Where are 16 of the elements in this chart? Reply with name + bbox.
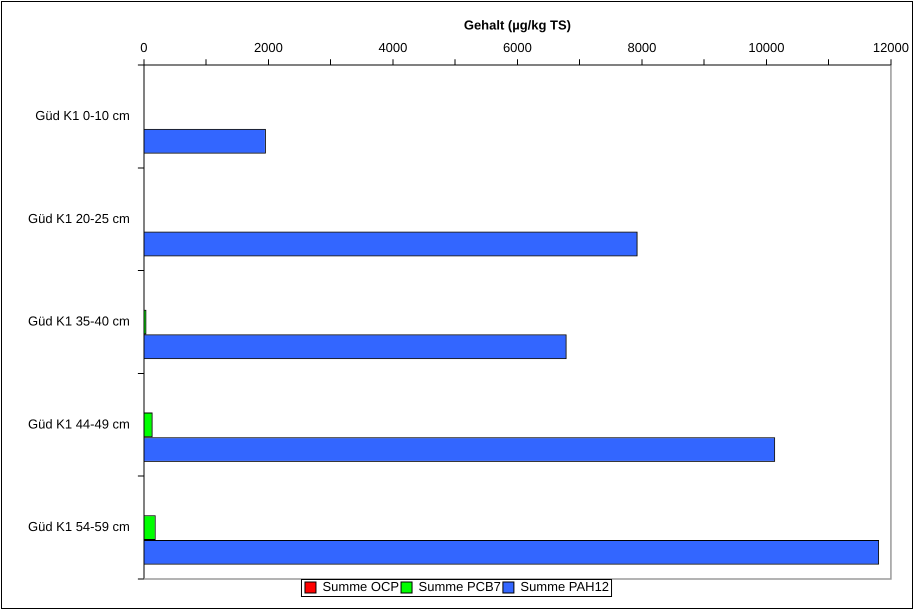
x-tick-label: 6000 xyxy=(502,40,532,55)
y-tick-label: Güd K1 20-25 cm xyxy=(28,210,130,226)
x-tick-label: 8000 xyxy=(627,40,656,55)
legend-label: Summe PCB7 xyxy=(418,579,501,594)
y-tick-label: Güd K1 0-10 cm xyxy=(35,108,130,124)
x-tick-label: 12000 xyxy=(872,40,910,55)
legend-label: Summe OCP xyxy=(322,579,400,594)
y-tick-label: Güd K1 44-49 cm xyxy=(28,416,130,432)
legend-label: Summe PAH12 xyxy=(520,579,610,594)
y-tick-label: Güd K1 35-40 cm xyxy=(28,314,130,329)
x-tick-label: 4000 xyxy=(378,40,408,55)
x-tick-label: 10000 xyxy=(748,40,784,55)
y-tick-label: Güd K1 54-59 cm xyxy=(28,519,130,534)
x-tick-label: 2000 xyxy=(254,40,283,55)
x-axis-title: Gehalt (µg/kg TS) xyxy=(464,17,571,32)
x-tick-label: 0 xyxy=(140,40,148,55)
